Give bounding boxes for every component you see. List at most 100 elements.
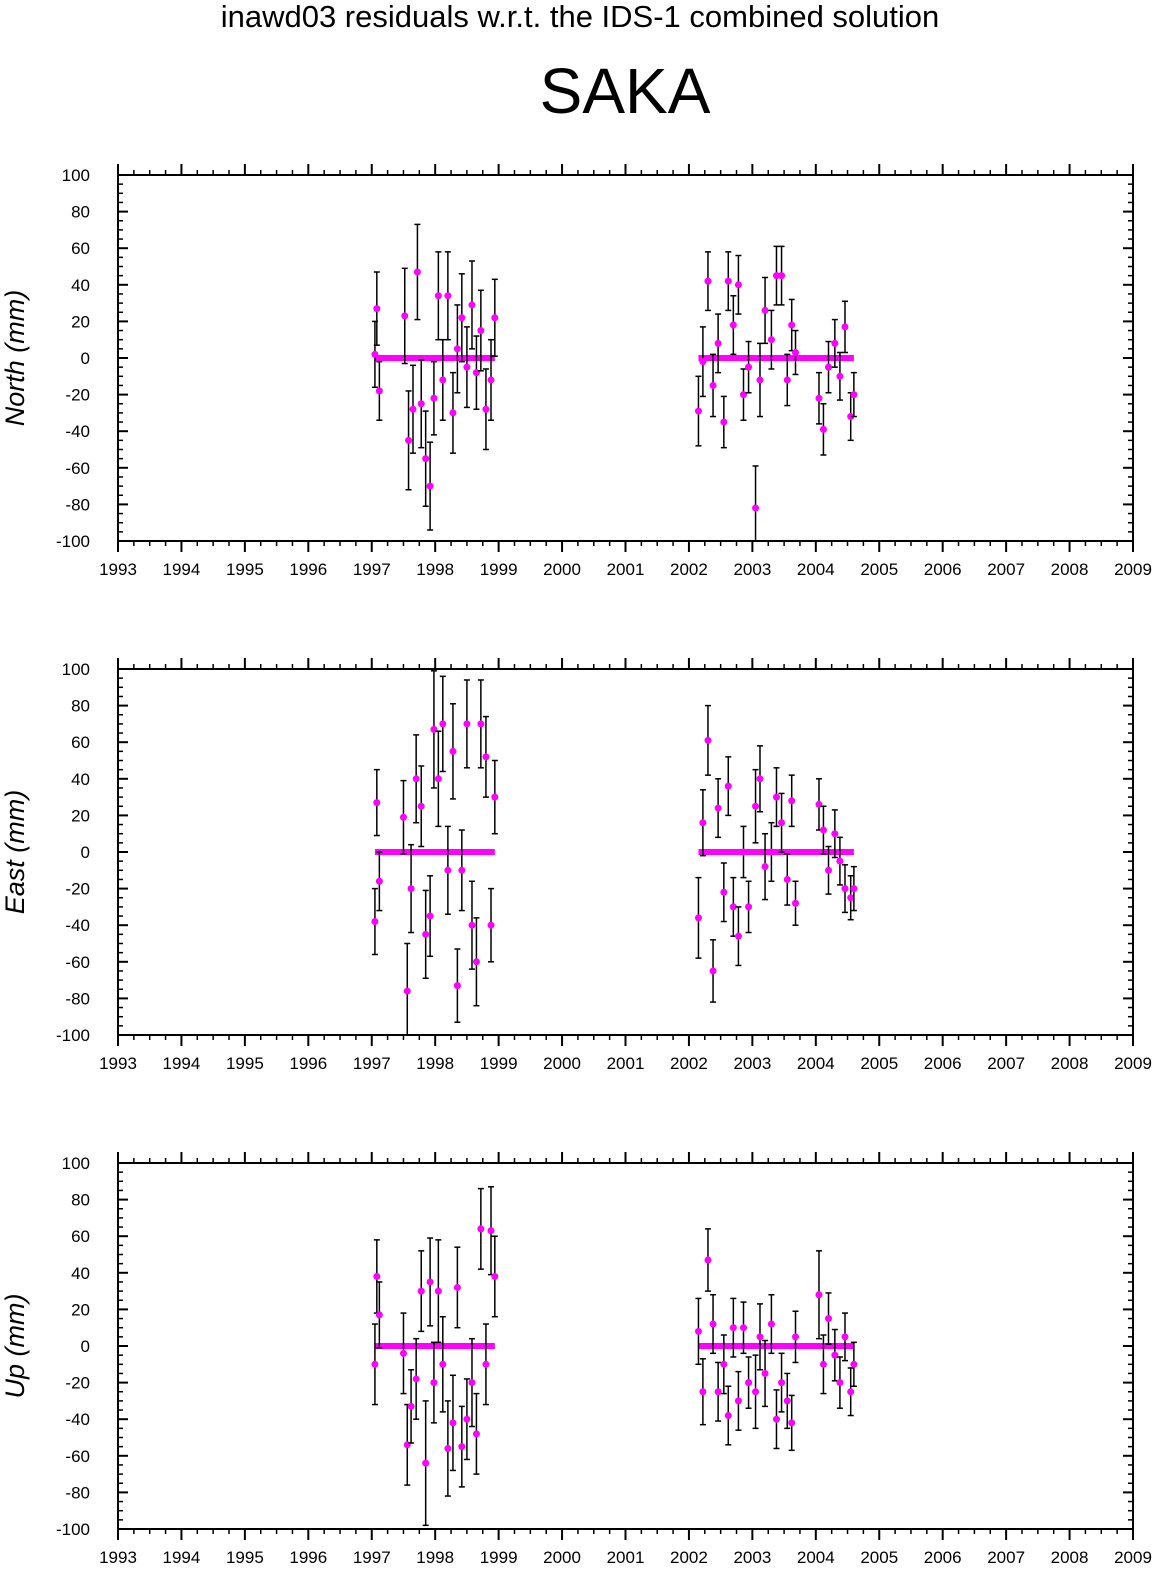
data-point <box>850 885 858 893</box>
data-point <box>375 877 383 885</box>
x-tick-label: 1998 <box>416 1054 454 1073</box>
data-point <box>734 932 742 940</box>
data-point <box>778 272 786 280</box>
y-tick-label: -20 <box>65 1374 90 1393</box>
data-point <box>491 793 499 801</box>
data-point <box>472 958 480 966</box>
data-point <box>783 376 791 384</box>
x-tick-label: 2001 <box>607 1548 645 1567</box>
data-point <box>468 921 476 929</box>
data-point <box>699 819 707 827</box>
data-point <box>405 436 413 444</box>
data-point <box>375 387 383 395</box>
data-point <box>825 866 832 874</box>
y-tick-label: -80 <box>65 989 90 1008</box>
y-tick-label: 40 <box>71 276 90 295</box>
data-point <box>422 1459 430 1467</box>
x-tick-label: 1996 <box>289 1054 327 1073</box>
x-tick-label: 2000 <box>543 1548 581 1567</box>
data-point <box>729 1324 737 1332</box>
data-point <box>783 875 791 883</box>
data-point <box>724 782 732 790</box>
x-tick-label: 2005 <box>860 1054 898 1073</box>
y-tick-label: -20 <box>65 880 90 899</box>
data-point <box>739 848 747 856</box>
chart-panel-2: 1993 1994 1995 1996 1997 1998 1999 2000 2001 2002… <box>0 1152 1152 1567</box>
y-tick-label: -20 <box>65 386 90 405</box>
data-point <box>704 1256 712 1264</box>
data-point <box>792 349 800 357</box>
data-point <box>836 857 844 865</box>
data-point <box>841 323 849 331</box>
x-tick-label: 2000 <box>543 560 581 579</box>
data-point <box>761 1369 769 1377</box>
y-tick-label: 100 <box>62 1154 90 1173</box>
data-point <box>704 736 712 744</box>
x-tick-label: 1993 <box>99 560 137 579</box>
data-point <box>792 1333 800 1341</box>
data-point <box>430 1379 438 1387</box>
data-point <box>761 863 769 871</box>
x-tick-label: 1994 <box>163 560 201 579</box>
x-tick-label: 2000 <box>543 1054 581 1073</box>
y-tick-label: 100 <box>62 660 90 679</box>
x-tick-label: 2005 <box>860 1548 898 1567</box>
x-tick-label: 1999 <box>480 1054 518 1073</box>
y-tick-label: -40 <box>65 422 90 441</box>
data-point <box>373 799 381 807</box>
data-point <box>487 1227 495 1235</box>
data-point <box>373 305 381 313</box>
y-tick-label: 0 <box>81 1337 90 1356</box>
x-tick-label: 1995 <box>226 1054 264 1073</box>
data-point <box>399 1349 407 1357</box>
station-name: SAKA <box>539 55 711 127</box>
data-point <box>449 747 457 755</box>
x-tick-label: 1999 <box>480 1548 518 1567</box>
chart-panel-1: 1993 1994 1995 1996 1997 1998 1999 2000 2001 2002… <box>0 658 1152 1073</box>
x-tick-label: 2004 <box>797 560 835 579</box>
data-point <box>836 1379 844 1387</box>
x-tick-label: 1994 <box>163 1548 201 1567</box>
x-tick-label: 1995 <box>226 1548 264 1567</box>
x-tick-label: 2004 <box>797 1054 835 1073</box>
data-point <box>850 391 858 399</box>
data-point <box>371 1360 379 1368</box>
data-point <box>819 425 827 433</box>
data-point <box>792 899 800 907</box>
data-point <box>714 339 722 347</box>
plot-frame <box>117 174 1134 542</box>
data-point <box>449 1419 457 1427</box>
data-point <box>458 1443 466 1451</box>
data-point <box>458 866 466 874</box>
data-point <box>739 391 747 399</box>
data-point <box>439 720 447 728</box>
data-point <box>783 1397 791 1405</box>
data-point <box>401 312 409 320</box>
data-point <box>709 1320 717 1328</box>
data-point <box>815 394 823 402</box>
chart-panel-0: 1993 1994 1995 1996 1997 1998 1999 2000 2001 2002… <box>0 164 1152 579</box>
data-point <box>831 830 839 838</box>
data-point <box>472 1430 480 1438</box>
x-tick-label: 1998 <box>416 560 454 579</box>
x-tick-label: 2006 <box>924 560 962 579</box>
data-point <box>694 1327 702 1335</box>
x-tick-label: 1993 <box>99 1548 137 1567</box>
x-tick-label: 2005 <box>860 560 898 579</box>
data-point <box>841 1333 849 1341</box>
data-point <box>417 1287 425 1295</box>
data-point <box>756 775 764 783</box>
data-point <box>439 376 447 384</box>
data-point <box>477 1225 485 1233</box>
data-point <box>734 1397 742 1405</box>
x-tick-label: 1997 <box>353 1054 391 1073</box>
y-tick-label: 60 <box>71 1227 90 1246</box>
plot-frame <box>117 668 1134 1036</box>
y-tick-label: -100 <box>56 1520 90 1539</box>
data-point <box>709 967 717 975</box>
x-tick-label: 1994 <box>163 1054 201 1073</box>
y-tick-label: 60 <box>71 239 90 258</box>
data-point <box>371 350 379 358</box>
y-tick-label: 100 <box>62 166 90 185</box>
